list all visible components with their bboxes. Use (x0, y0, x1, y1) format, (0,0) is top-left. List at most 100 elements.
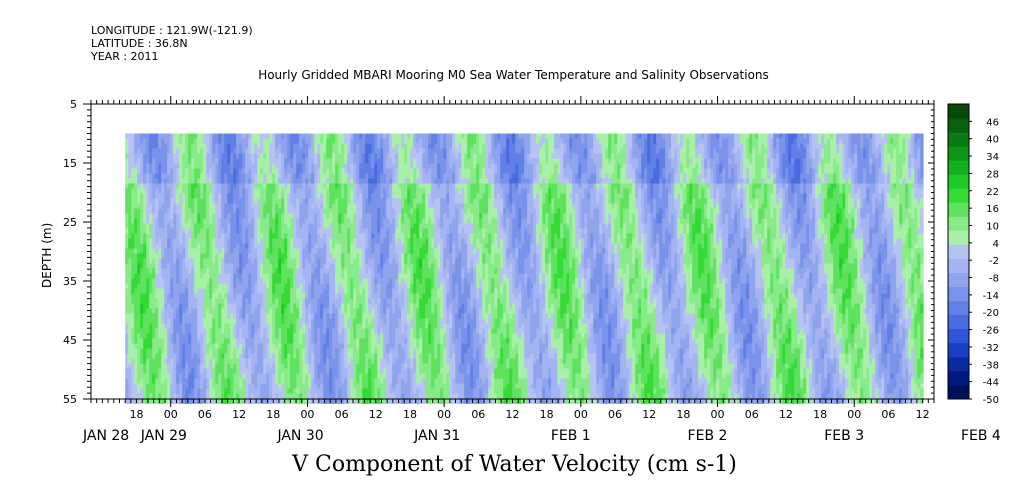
heatmap-cell (314, 218, 318, 224)
heatmap-cell (224, 183, 228, 189)
heatmap-cell (284, 353, 288, 359)
heatmap-cell (191, 368, 195, 374)
heatmap-cell (251, 303, 255, 309)
heatmap-cell (272, 368, 276, 374)
heatmap-cell (203, 363, 207, 369)
heatmap-cell (200, 293, 204, 299)
heatmap-cell (266, 258, 270, 264)
heatmap-cell (290, 183, 294, 189)
heatmap-cell (143, 358, 147, 364)
heatmap-cell (191, 398, 195, 404)
heatmap-cell (179, 238, 183, 244)
heatmap-cell (164, 213, 168, 219)
heatmap-cell (317, 148, 321, 154)
heatmap-cell (200, 208, 204, 214)
heatmap-cell (203, 258, 207, 264)
heatmap-cell (263, 263, 267, 269)
heatmap-cell (347, 293, 351, 299)
heatmap-cell (254, 363, 258, 369)
heatmap-cell (239, 343, 243, 349)
heatmap-cell (290, 308, 294, 314)
heatmap-cell (386, 303, 390, 309)
heatmap-cell (125, 208, 129, 214)
heatmap-cell (245, 228, 249, 234)
heatmap-cell (155, 233, 159, 239)
heatmap-cell (368, 263, 372, 269)
heatmap-cell (182, 173, 186, 179)
heatmap-cell (128, 173, 132, 179)
heatmap-cell (167, 383, 171, 389)
heatmap-cell (197, 148, 201, 154)
heatmap-cell (143, 203, 147, 209)
heatmap-cell (251, 193, 255, 199)
heatmap-cell (353, 338, 357, 344)
heatmap-cell (326, 318, 330, 324)
heatmap-cell (320, 283, 324, 289)
heatmap-cell (305, 293, 309, 299)
heatmap-cell (305, 283, 309, 289)
heatmap-cell (305, 248, 309, 254)
heatmap-cell (290, 313, 294, 319)
heatmap-cell (380, 263, 384, 269)
heatmap-cell (206, 373, 210, 379)
heatmap-cell (284, 308, 288, 314)
heatmap-cell (368, 163, 372, 169)
heatmap-cell (134, 143, 138, 149)
heatmap-cell (242, 148, 246, 154)
heatmap-cell (161, 248, 165, 254)
heatmap-cell (149, 163, 153, 169)
heatmap-cell (293, 158, 297, 164)
heatmap-cell (317, 158, 321, 164)
heatmap-cell (179, 213, 183, 219)
heatmap-cell (398, 393, 402, 399)
heatmap-cell (332, 248, 336, 254)
heatmap-cell (197, 283, 201, 289)
heatmap-cell (176, 378, 180, 384)
heatmap-cell (218, 228, 222, 234)
heatmap-cell (233, 263, 237, 269)
heatmap-cell (203, 353, 207, 359)
heatmap-cell (227, 213, 231, 219)
heatmap-cell (290, 298, 294, 304)
heatmap-cell (239, 143, 243, 149)
heatmap-cell (149, 218, 153, 224)
heatmap-cell (287, 398, 291, 404)
heatmap-cell (233, 278, 237, 284)
heatmap-cell (371, 373, 375, 379)
heatmap-cell (200, 258, 204, 264)
heatmap-cell (365, 383, 369, 389)
heatmap-cell (197, 388, 201, 394)
heatmap-cell (200, 398, 204, 404)
heatmap-cell (278, 353, 282, 359)
heatmap-cell (344, 233, 348, 239)
heatmap-cell (191, 333, 195, 339)
heatmap-cell (386, 338, 390, 344)
heatmap-cell (134, 218, 138, 224)
heatmap-cell (320, 323, 324, 329)
heatmap-cell (302, 168, 306, 174)
heatmap-cell (395, 258, 399, 264)
heatmap-cell (194, 323, 198, 329)
heatmap-cell (212, 158, 216, 164)
heatmap-cell (167, 278, 171, 284)
heatmap-cell (374, 253, 378, 259)
heatmap-cell (158, 213, 162, 219)
heatmap-cell (308, 373, 312, 379)
heatmap-cell (161, 378, 165, 384)
heatmap-cell (254, 193, 258, 199)
heatmap-cell (206, 148, 210, 154)
heatmap-cell (311, 308, 315, 314)
heatmap-cell (203, 153, 207, 159)
heatmap-cell (260, 328, 264, 334)
heatmap-cell (176, 373, 180, 379)
year-label: YEAR : 2011 (91, 50, 159, 63)
heatmap-cell (350, 338, 354, 344)
heatmap-cell (245, 253, 249, 259)
heatmap-cell (218, 233, 222, 239)
heatmap-cell (317, 253, 321, 259)
heatmap-cell (356, 368, 360, 374)
heatmap-cell (239, 198, 243, 204)
heatmap-cell (392, 268, 396, 274)
heatmap-cell (245, 143, 249, 149)
heatmap-cell (140, 318, 144, 324)
